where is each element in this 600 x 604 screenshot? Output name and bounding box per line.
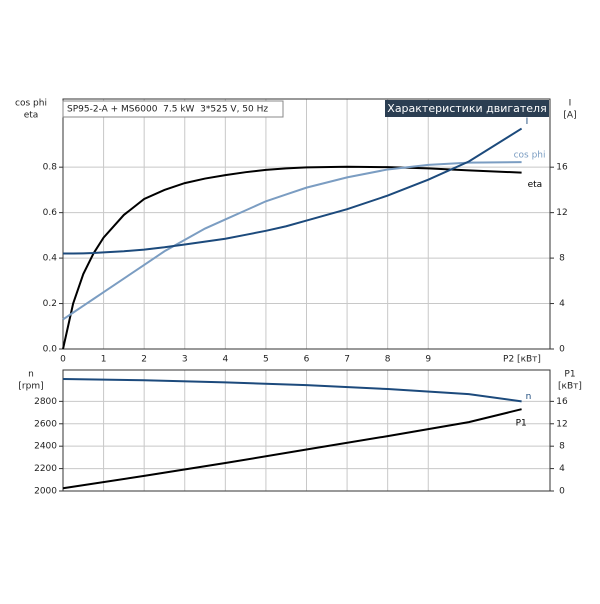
y2-tick-label: 0 (559, 487, 565, 497)
y2-axis-label: [A] (563, 111, 576, 121)
y-tick-label: 2400 (34, 442, 57, 452)
data-line (62, 377, 522, 403)
data-line (62, 161, 522, 321)
y2-axis-label: P1 (564, 370, 575, 380)
y-tick-label: 0.0 (43, 345, 58, 355)
y2-axis-label: [кВт] (558, 382, 582, 392)
y2-axis-label: I (569, 99, 572, 109)
y-tick-label: 0.4 (43, 254, 58, 264)
title-box (385, 100, 549, 117)
data-line (62, 165, 522, 350)
y-tick-label: 2600 (34, 419, 57, 429)
y-tick-label: 0.2 (43, 299, 57, 309)
y-tick-label: 0.8 (43, 163, 58, 173)
x-tick-label: 9 (425, 355, 431, 365)
y-axis-label: n (28, 370, 34, 380)
x-tick-label: 5 (263, 355, 269, 365)
plot-frame (62, 369, 551, 492)
series-label: P1 (516, 419, 527, 429)
x-axis-label: P2 [кВт] (503, 355, 541, 365)
y-axis-label: cos phi (15, 99, 47, 109)
series-label: n (526, 392, 532, 402)
x-tick-label: 4 (222, 355, 228, 365)
y-axis-label: eta (24, 111, 39, 121)
y-tick-label: 2800 (34, 397, 57, 407)
chart-title: Характеристики двигателя (387, 102, 546, 115)
x-tick-label: 3 (182, 355, 188, 365)
x-tick-label: 1 (101, 355, 107, 365)
y2-tick-label: 8 (559, 442, 565, 452)
x-tick-label: 7 (344, 355, 350, 365)
y-axis-label: [rpm] (18, 382, 43, 392)
series-label: cos phi (514, 151, 546, 161)
y2-tick-label: 0 (559, 345, 565, 355)
plot-frame (62, 98, 551, 350)
x-tick-label: 6 (304, 355, 310, 365)
series-label: I (526, 117, 529, 127)
y2-tick-label: 16 (556, 397, 568, 407)
data-line (62, 408, 522, 490)
series-label: eta (528, 180, 543, 190)
subtitle: SP95-2-A + MS6000 7.5 kW 3*525 V, 50 Hz (67, 105, 268, 115)
y-tick-label: 0.6 (43, 208, 58, 218)
subtitle-box (62, 100, 284, 118)
y-tick-label: 2000 (34, 487, 57, 497)
y2-tick-label: 12 (556, 419, 567, 429)
y-tick-label: 2200 (34, 464, 57, 474)
lower-panel: 2000 2200 2400 2600 2800 0 4 8 12 16 n [rpm] P1 [кВт]… (18, 369, 582, 497)
y2-tick-label: 16 (556, 163, 568, 173)
y2-tick-label: 4 (559, 464, 565, 474)
y2-tick-label: 4 (559, 299, 565, 309)
data-line (63, 127, 523, 255)
x-tick-label: 2 (141, 355, 147, 365)
x-tick-label: 8 (385, 355, 391, 365)
y2-tick-label: 8 (559, 254, 565, 264)
x-tick-label: 0 (60, 355, 66, 365)
y2-tick-label: 12 (556, 208, 567, 218)
